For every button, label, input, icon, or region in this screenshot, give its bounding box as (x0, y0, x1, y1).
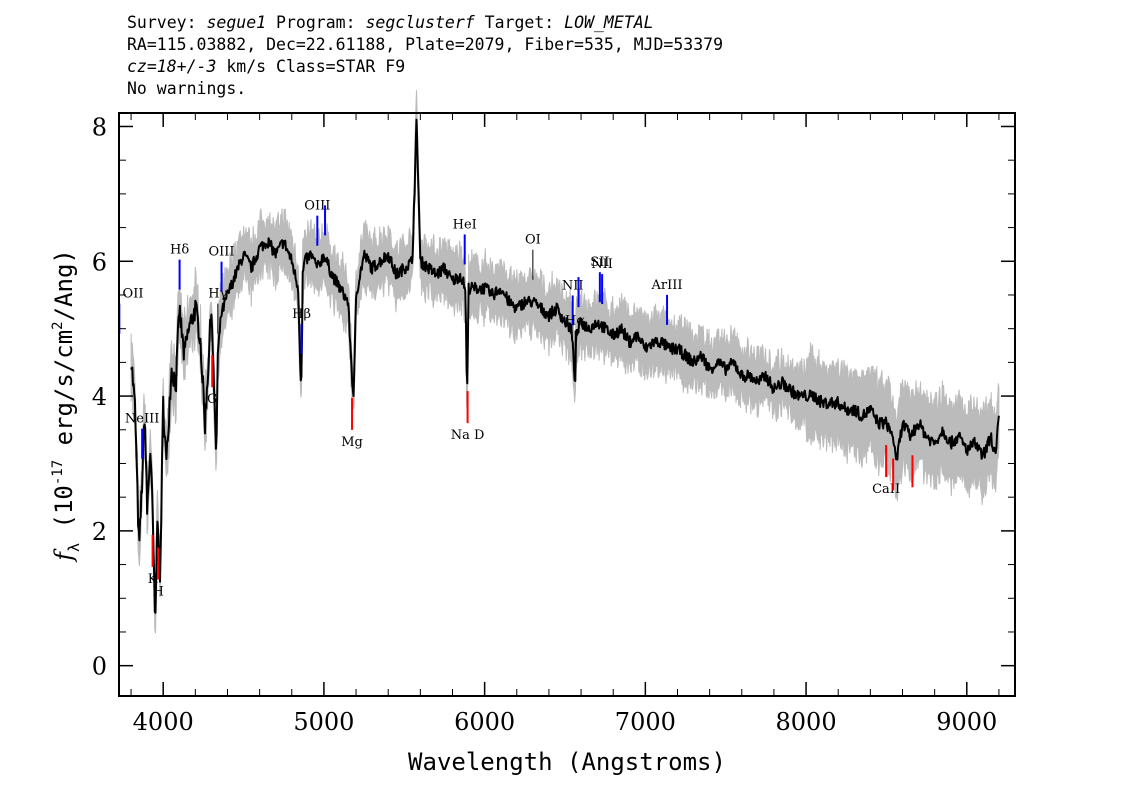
x-tick-label: 8000 (776, 708, 837, 736)
line-marker-label: Hβ (292, 307, 311, 322)
x-axis-title: Wavelength (Angstroms) (408, 748, 726, 776)
line-marker-label: H (153, 584, 164, 599)
y-tick-label: 8 (92, 113, 107, 141)
x-tick-label: 7000 (615, 708, 676, 736)
y-tick-label: 4 (92, 383, 107, 411)
line-marker-label: SII (590, 255, 609, 270)
line-marker-label: HeI (453, 217, 477, 232)
y-tick-label: 0 (92, 653, 107, 681)
header-line-warnings: No warnings. (127, 79, 247, 98)
spectrum-line (130, 118, 1000, 614)
line-marker-label: OI (525, 233, 541, 248)
x-tick-label: 9000 (936, 708, 997, 736)
line-marker-label: OIII (208, 245, 234, 260)
header-line-redshift: cz=18+/-3 km/s Class=STAR F9 (127, 57, 406, 76)
line-marker-label: Na D (451, 428, 485, 443)
line-marker-label: K (148, 572, 158, 587)
x-tick-label: 5000 (293, 708, 354, 736)
line-marker-label: NeIII (125, 412, 159, 427)
line-marker-label: NII (591, 257, 613, 272)
line-marker-label: G (207, 392, 217, 407)
line-marker-label: OII (123, 287, 144, 302)
line-marker-label: ArIII (651, 278, 683, 293)
line-marker-label: NII (562, 278, 584, 293)
line-marker-label: Hγ (208, 287, 227, 302)
line-marker-label: Hα (565, 314, 585, 329)
y-tick-label: 6 (92, 248, 107, 276)
plot-header: Survey: segue1 Program: segclusterf Targ… (127, 12, 723, 100)
line-marker-label: Mg (341, 435, 363, 450)
y-axis-title: fλ (10-17 erg/s/cm2/Ang) (50, 249, 83, 563)
x-tick-label: 6000 (454, 708, 515, 736)
plot-frame (118, 112, 1016, 697)
line-marker-label: Hδ (170, 243, 189, 258)
y-tick-label: 2 (92, 518, 107, 546)
header-line-coordinates: RA=115.03882, Dec=22.61188, Plate=2079, … (127, 35, 724, 54)
error-band (130, 90, 1000, 634)
header-line-survey: Survey: segue1 Program: segclusterf Targ… (127, 13, 654, 32)
spectrum-layer (130, 118, 1000, 614)
line-marker-label: OIII (304, 199, 330, 214)
error-band-layer (130, 90, 1000, 634)
x-tick-label: 4000 (133, 708, 194, 736)
line-marker-layer: OIINeIIIHδHγOIIIHβOIIIHeIOINIIHαSIINIIAr… (118, 199, 914, 599)
line-marker-label: CaII (872, 482, 900, 497)
axis-layer: 4000 5000 6000 7000 8000 9000 0 2 4 6 8 (92, 113, 1015, 736)
